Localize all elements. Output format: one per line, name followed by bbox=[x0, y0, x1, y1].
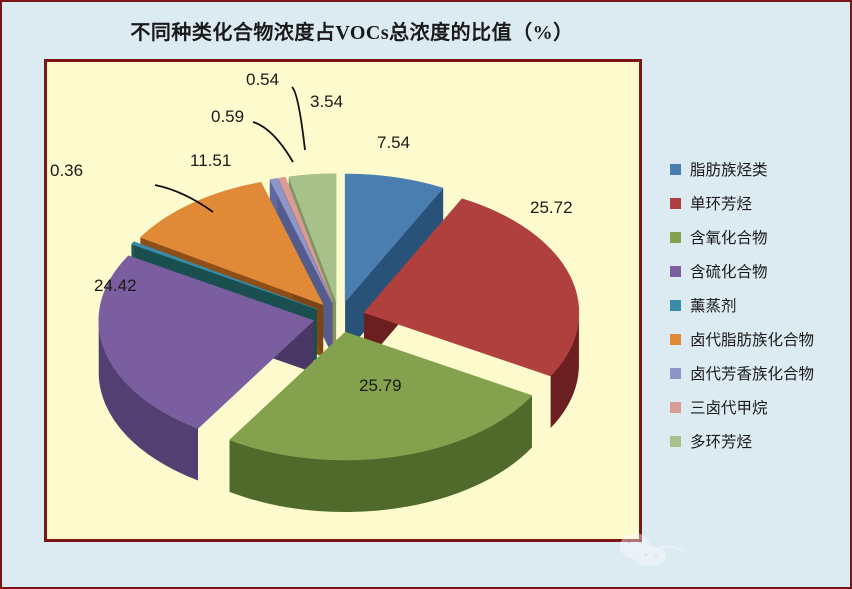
legend-swatch-icon bbox=[670, 197, 681, 209]
data-label-leader-line bbox=[291, 86, 306, 151]
data-label-leader-line bbox=[252, 121, 294, 163]
legend-item[interactable]: 卤代脂肪族化合物 bbox=[670, 322, 846, 356]
legend-item[interactable]: 卤代芳香族化合物 bbox=[670, 356, 846, 390]
pie-slice-top[interactable] bbox=[269, 178, 333, 303]
legend-item-label: 单环芳烃 bbox=[690, 196, 753, 213]
pie-slice-top[interactable] bbox=[363, 198, 580, 377]
pie-data-label: 25.79 bbox=[359, 376, 402, 395]
page-title: 不同种类化合物浓度占VOCs总浓度的比值（%） bbox=[130, 22, 574, 44]
pie-slice-rim-wall bbox=[98, 320, 199, 481]
legend-swatch-icon bbox=[670, 299, 681, 311]
pie-slice-top[interactable] bbox=[130, 241, 317, 310]
legend-swatch-icon bbox=[670, 231, 681, 243]
legend: 脂肪族烃类单环芳烃含氧化合物含硫化合物薰蒸剂卤代脂肪族化合物 卤代芳香族化合物 三卤… bbox=[670, 152, 846, 458]
legend-item-label: 多环芳烃 bbox=[690, 434, 753, 451]
legend-swatch-icon bbox=[670, 435, 681, 447]
pie-slice-top[interactable] bbox=[98, 255, 315, 429]
pie-data-label: 25.72 bbox=[530, 198, 573, 217]
legend-item[interactable]: 单环芳烃 bbox=[670, 186, 846, 220]
pie-slice-top[interactable] bbox=[139, 181, 324, 306]
legend-item[interactable]: 多环芳烃 bbox=[670, 424, 846, 458]
legend-item-label: 卤代脂肪族化合物 bbox=[690, 332, 815, 349]
pie-slice-rim-wall bbox=[550, 312, 579, 429]
pie-slice-top[interactable] bbox=[277, 176, 334, 303]
data-label-leader-line bbox=[154, 184, 214, 213]
svg-text:·····: ····· bbox=[664, 566, 676, 573]
legend-item-label: 卤代芳香族化合物 bbox=[690, 366, 815, 383]
pie-data-label: 3.54 bbox=[310, 92, 344, 111]
pie-data-label: 0.36 bbox=[50, 161, 84, 180]
pie-slice-side bbox=[229, 395, 532, 513]
legend-swatch-icon bbox=[670, 367, 681, 379]
legend-swatch-icon bbox=[670, 401, 681, 413]
legend-item-label: 薰蒸剂 bbox=[690, 298, 737, 315]
legend-item-label: 含氧化合物 bbox=[690, 230, 768, 247]
legend-item[interactable]: 含氧化合物 bbox=[670, 220, 846, 254]
pie-data-label: 7.54 bbox=[377, 133, 411, 152]
legend-swatch-icon bbox=[670, 265, 681, 277]
pie-data-label: 24.42 bbox=[94, 276, 137, 295]
pie-data-label: 0.54 bbox=[246, 70, 280, 89]
plot-area: 0.54 3.54 0.59 11.51 0.36 7.54 25.72 24.42 25.79 bbox=[44, 59, 642, 542]
legend-swatch-icon bbox=[670, 163, 681, 175]
pie-chart-svg bbox=[98, 86, 580, 513]
pie-slice-rim-wall bbox=[229, 395, 532, 513]
pie-slice-top[interactable] bbox=[288, 173, 337, 302]
legend-item[interactable]: 薰蒸剂 bbox=[670, 288, 846, 322]
legend-item[interactable]: 三卤代甲烷 bbox=[670, 390, 846, 424]
pie-slice-top[interactable] bbox=[229, 331, 533, 461]
legend-swatch-icon bbox=[670, 333, 681, 345]
legend-item-label: 含硫化合物 bbox=[690, 264, 768, 281]
pie-data-label: 0.59 bbox=[211, 107, 245, 126]
pie-slice-top[interactable] bbox=[344, 173, 444, 303]
legend-item-label: 脂肪族烃类 bbox=[690, 162, 768, 179]
legend-item[interactable]: 脂肪族烃类 bbox=[670, 152, 846, 186]
pie-data-label: 11.51 bbox=[190, 151, 232, 170]
legend-item-label: 三卤代甲烷 bbox=[690, 400, 768, 417]
legend-item[interactable]: 含硫化合物 bbox=[670, 254, 846, 288]
